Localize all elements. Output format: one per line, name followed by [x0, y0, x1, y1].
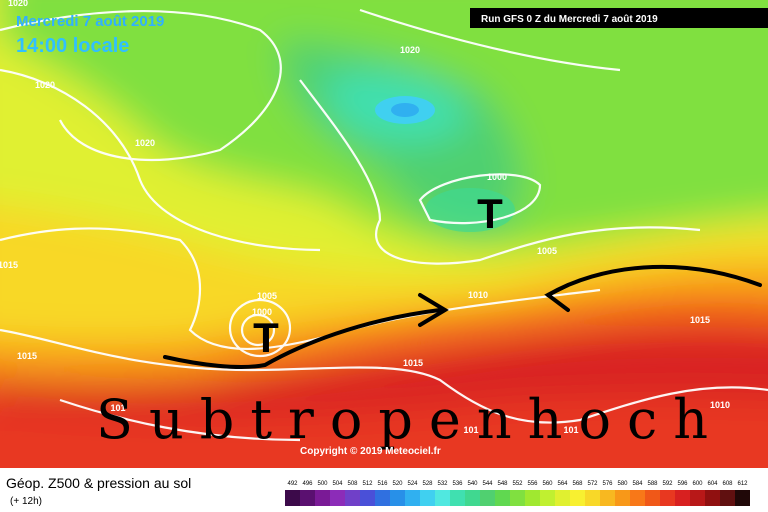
- legend-swatch: [600, 490, 615, 506]
- legend-label: 520: [392, 481, 403, 487]
- isobar-label: 1015: [403, 358, 423, 368]
- legend-label: 544: [482, 481, 493, 487]
- isobar-label: 1005: [257, 291, 277, 301]
- isobar-label: 1010: [710, 400, 730, 410]
- legend-swatch: [405, 490, 420, 506]
- low-label: T: [477, 190, 503, 237]
- isobar-label: 1010: [468, 290, 488, 300]
- legend-swatch: [615, 490, 630, 506]
- isobar-label: 1020: [8, 0, 28, 8]
- legend-swatch: [465, 490, 480, 506]
- legend-swatch: [390, 490, 405, 506]
- legend-swatch: [420, 490, 435, 506]
- isobar-label: 101: [463, 425, 478, 435]
- footer-step: (+ 12h): [10, 496, 42, 507]
- low-label: T: [253, 314, 279, 361]
- legend-label: 600: [692, 481, 703, 487]
- legend-label: 568: [572, 481, 583, 487]
- high-label: Subtropenhoch: [96, 388, 724, 451]
- legend-label: 604: [707, 481, 718, 487]
- legend-swatch: [375, 490, 390, 506]
- date: Mercredi 7 août 2019: [16, 13, 164, 30]
- legend-label: 492: [287, 481, 298, 487]
- isobar-label: 1015: [17, 351, 37, 361]
- isobar-label: 1000: [252, 307, 272, 317]
- legend-swatch: [645, 490, 660, 506]
- legend-label: 512: [362, 481, 373, 487]
- legend-label: 540: [467, 481, 478, 487]
- legend-swatch: [495, 490, 510, 506]
- legend-label: 560: [542, 481, 553, 487]
- legend-label: 536: [452, 481, 463, 487]
- legend-swatch: [720, 490, 735, 506]
- isobar-label: 1000: [487, 172, 507, 182]
- legend-swatch: [630, 490, 645, 506]
- legend-label: 528: [422, 481, 433, 487]
- time: 14:00 locale: [16, 35, 129, 57]
- legend-label: 516: [377, 481, 388, 487]
- isobar-label: 1015: [690, 315, 710, 325]
- isobar-label: 1020: [400, 45, 420, 55]
- legend-swatch: [315, 490, 330, 506]
- legend-swatch: [525, 490, 540, 506]
- legend-swatch: [285, 490, 300, 506]
- legend-label: 504: [332, 481, 343, 487]
- isobar-label: 1020: [35, 80, 55, 90]
- footer-title: Géop. Z500 & pression au sol: [6, 475, 191, 491]
- legend-swatch: [435, 490, 450, 506]
- legend-swatch: [735, 490, 750, 506]
- legend-swatch: [360, 490, 375, 506]
- legend-swatch: [555, 490, 570, 506]
- legend-swatch: [300, 490, 315, 506]
- legend-label: 608: [722, 481, 733, 487]
- legend-label: 612: [737, 481, 748, 487]
- legend-label: 580: [617, 481, 628, 487]
- legend-label: 532: [437, 481, 448, 487]
- legend-swatch: [705, 490, 720, 506]
- legend-swatch: [570, 490, 585, 506]
- legend-swatch: [690, 490, 705, 506]
- copyright: Copyright © 2019 Meteociel.fr: [300, 446, 441, 457]
- isobar-label: 101: [563, 425, 578, 435]
- legend-label: 572: [587, 481, 598, 487]
- legend-swatch: [510, 490, 525, 506]
- legend-label: 500: [317, 481, 328, 487]
- legend-label: 552: [512, 481, 523, 487]
- isobar-label: 101: [110, 403, 125, 413]
- run: Run GFS 0 Z du Mercredi 7 août 2019: [481, 14, 658, 25]
- legend-swatch: [675, 490, 690, 506]
- legend-label: 596: [677, 481, 688, 487]
- legend-label: 588: [647, 481, 658, 487]
- legend-swatch: [540, 490, 555, 506]
- isobar-label: 1015: [0, 260, 18, 270]
- legend-label: 496: [302, 481, 313, 487]
- legend-label: 524: [407, 481, 418, 487]
- legend-swatch: [660, 490, 675, 506]
- legend-label: 548: [497, 481, 508, 487]
- legend-label: 576: [602, 481, 613, 487]
- legend-label: 592: [662, 481, 673, 487]
- legend-swatch: [330, 490, 345, 506]
- legend-label: 564: [557, 481, 568, 487]
- legend-label: 584: [632, 481, 643, 487]
- legend-swatch: [480, 490, 495, 506]
- legend-label: 556: [527, 481, 538, 487]
- legend-swatch: [345, 490, 360, 506]
- legend-swatch: [585, 490, 600, 506]
- legend-swatch: [450, 490, 465, 506]
- isobar-label: 1020: [135, 138, 155, 148]
- isobar-label: 1005: [537, 246, 557, 256]
- legend-label: 508: [347, 481, 358, 487]
